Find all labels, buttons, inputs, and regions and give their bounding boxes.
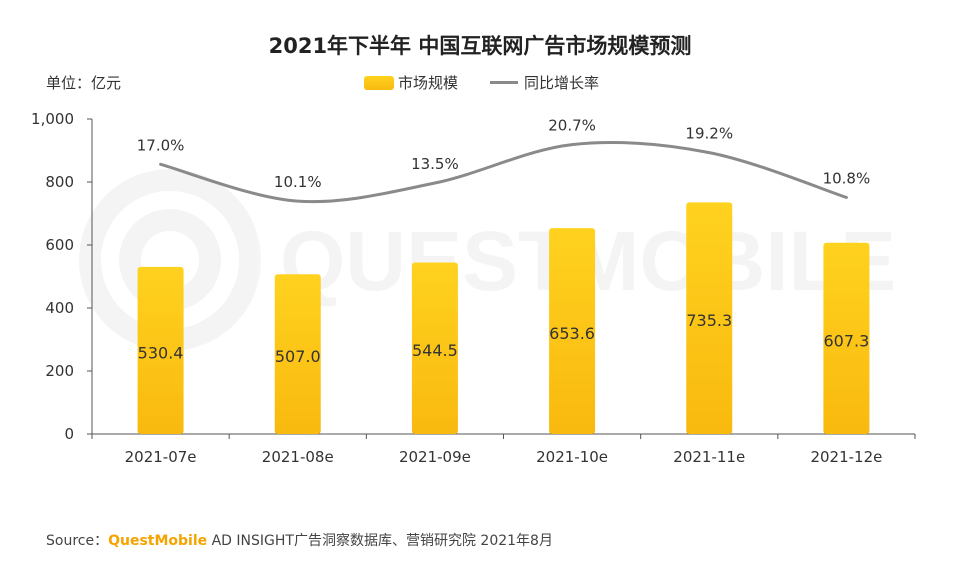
bar-value-label: 507.0: [275, 347, 321, 366]
x-tick-label: 2021-12e: [810, 448, 882, 466]
bar: [274, 274, 321, 434]
x-tick-label: 2021-10e: [536, 448, 608, 466]
source-brand: QuestMobile: [108, 533, 208, 549]
legend-item-bar: 市场规模: [364, 72, 458, 93]
source-prefix: Source：: [46, 533, 109, 549]
growth-rate-label: 13.5%: [411, 155, 459, 173]
y-tick-label: 1,000: [31, 110, 74, 128]
bar: [686, 202, 733, 434]
growth-rate-label: 19.2%: [685, 125, 733, 143]
source-note: Source：QuestMobile AD INSIGHT广告洞察数据库、营销研…: [46, 530, 553, 550]
bar-value-label: 735.3: [686, 311, 732, 330]
growth-rate-label: 10.1%: [274, 173, 322, 191]
legend-swatch-line: [490, 81, 519, 84]
growth-rate-label: 17.0%: [137, 136, 185, 154]
legend-item-line: 同比增长率: [490, 72, 599, 93]
y-tick-label: 0: [64, 425, 74, 443]
legend: 市场规模 同比增长率: [364, 72, 631, 93]
bar: [823, 242, 870, 434]
growth-rate-line: [159, 140, 848, 204]
bar: [411, 262, 458, 434]
bar-value-label: 607.3: [824, 331, 870, 350]
y-tick-label: 800: [45, 173, 74, 191]
legend-label-bar: 市场规模: [398, 74, 459, 92]
legend-swatch-bar: [364, 75, 394, 90]
y-tick-label: 400: [45, 299, 74, 317]
bar: [137, 266, 184, 434]
chart-title: 2021年下半年 中国互联网广告市场规模预测: [268, 34, 692, 58]
bar: [549, 228, 596, 434]
bar-value-label: 653.6: [549, 324, 595, 343]
bar-value-label: 544.5: [412, 341, 458, 360]
bar-value-label: 530.4: [138, 343, 184, 362]
source-rest: AD INSIGHT广告洞察数据库、营销研究院 2021年8月: [207, 533, 553, 549]
x-tick-label: 2021-07e: [125, 448, 197, 466]
x-tick-label: 2021-09e: [399, 448, 471, 466]
unit-label: 单位：亿元: [46, 74, 122, 92]
x-tick-label: 2021-08e: [262, 448, 334, 466]
y-tick-label: 200: [45, 362, 74, 380]
growth-rate-label: 20.7%: [548, 117, 596, 135]
growth-rate-label: 10.8%: [823, 169, 871, 187]
y-tick-label: 600: [45, 236, 74, 254]
x-tick-label: 2021-11e: [673, 448, 745, 466]
legend-label-line: 同比增长率: [524, 74, 600, 92]
